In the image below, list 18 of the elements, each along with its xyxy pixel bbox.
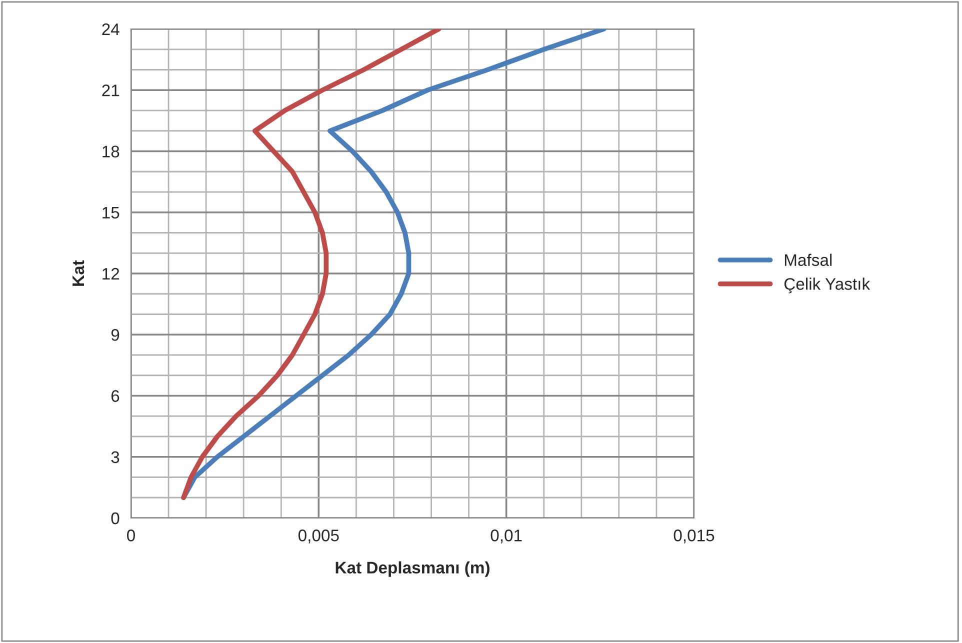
y-tick-label: 6 <box>111 390 120 402</box>
y-tick-label: 3 <box>111 451 120 464</box>
y-tick-label: 0 <box>111 512 120 524</box>
y-tick-label: 15 <box>102 206 120 219</box>
x-tick-label: 0,015 <box>674 530 714 544</box>
y-tick-label: 12 <box>102 268 120 280</box>
x-tick-label: 0,01 <box>490 530 522 544</box>
y-tick-label: 24 <box>102 23 120 36</box>
legend-label: Çelik Yastık <box>784 278 870 294</box>
x-tick-label: 0 <box>127 530 135 542</box>
x-tick-label: 0,005 <box>298 530 339 544</box>
line-series <box>181 29 442 500</box>
y-tick-label: 21 <box>102 84 120 96</box>
y-tick-label: 18 <box>102 146 120 158</box>
y-axis-title: Kat <box>72 260 84 286</box>
x-axis-title: Kat Deplasmanı (m) <box>336 561 490 577</box>
y-tick-label: 9 <box>111 329 120 341</box>
legend-label: Mafsal <box>784 254 832 266</box>
